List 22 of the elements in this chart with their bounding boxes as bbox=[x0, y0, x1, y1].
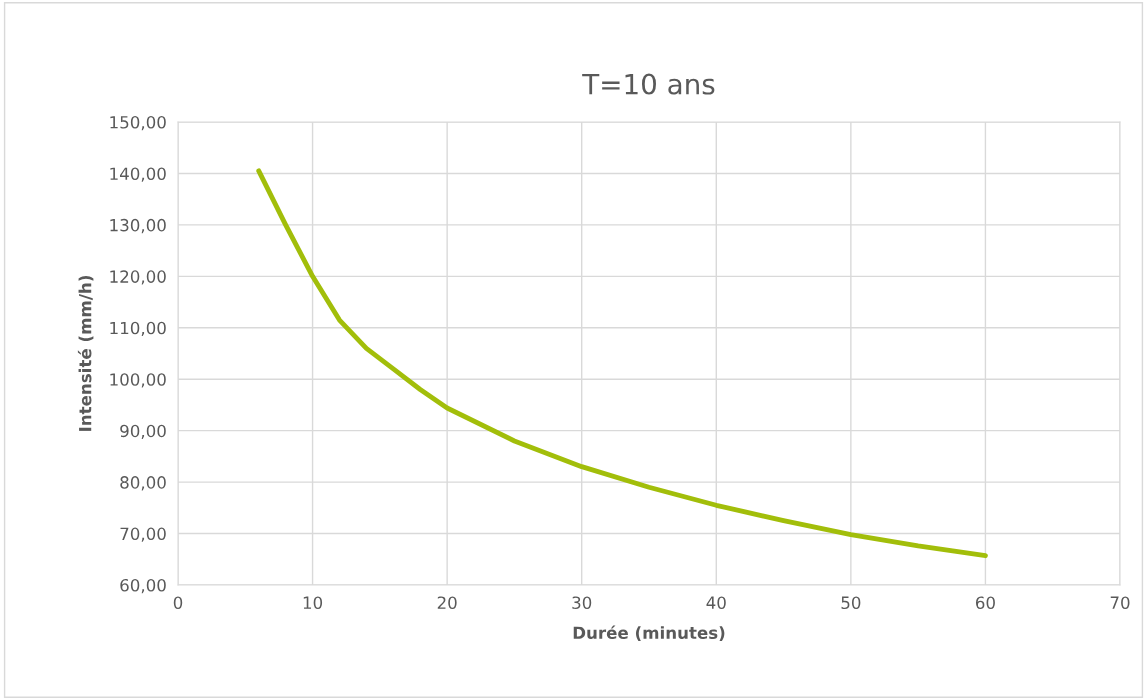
y-tick-label: 120,00 bbox=[110, 270, 166, 285]
y-tick-label: 140,00 bbox=[110, 167, 166, 182]
y-tick-label: 150,00 bbox=[110, 115, 166, 131]
x-axis-title: Durée (minutes) bbox=[573, 625, 725, 641]
chart-title: T=10 ans bbox=[582, 73, 715, 95]
x-tick-label: 40 bbox=[706, 596, 726, 610]
y-tick-label: 70,00 bbox=[120, 527, 166, 542]
y-tick-label: 90,00 bbox=[120, 424, 166, 439]
y-tick-label: 60,00 bbox=[120, 578, 166, 594]
x-tick-label: 10 bbox=[303, 596, 323, 610]
y-tick-label: 80,00 bbox=[120, 476, 166, 491]
x-tick-label: 30 bbox=[572, 596, 592, 610]
y-tick-label: 110,00 bbox=[110, 321, 166, 337]
x-tick-label: 60 bbox=[975, 596, 995, 610]
x-tick-label: 0 bbox=[173, 596, 183, 610]
y-tick-label: 130,00 bbox=[110, 218, 166, 234]
x-tick-label: 70 bbox=[1110, 596, 1130, 610]
x-tick-label: 20 bbox=[437, 596, 457, 610]
line-series bbox=[256, 168, 988, 559]
y-tick-label: 100,00 bbox=[110, 373, 166, 388]
y-axis-title: Intensité (mm/h) bbox=[77, 276, 94, 431]
x-tick-label: 50 bbox=[841, 596, 861, 610]
